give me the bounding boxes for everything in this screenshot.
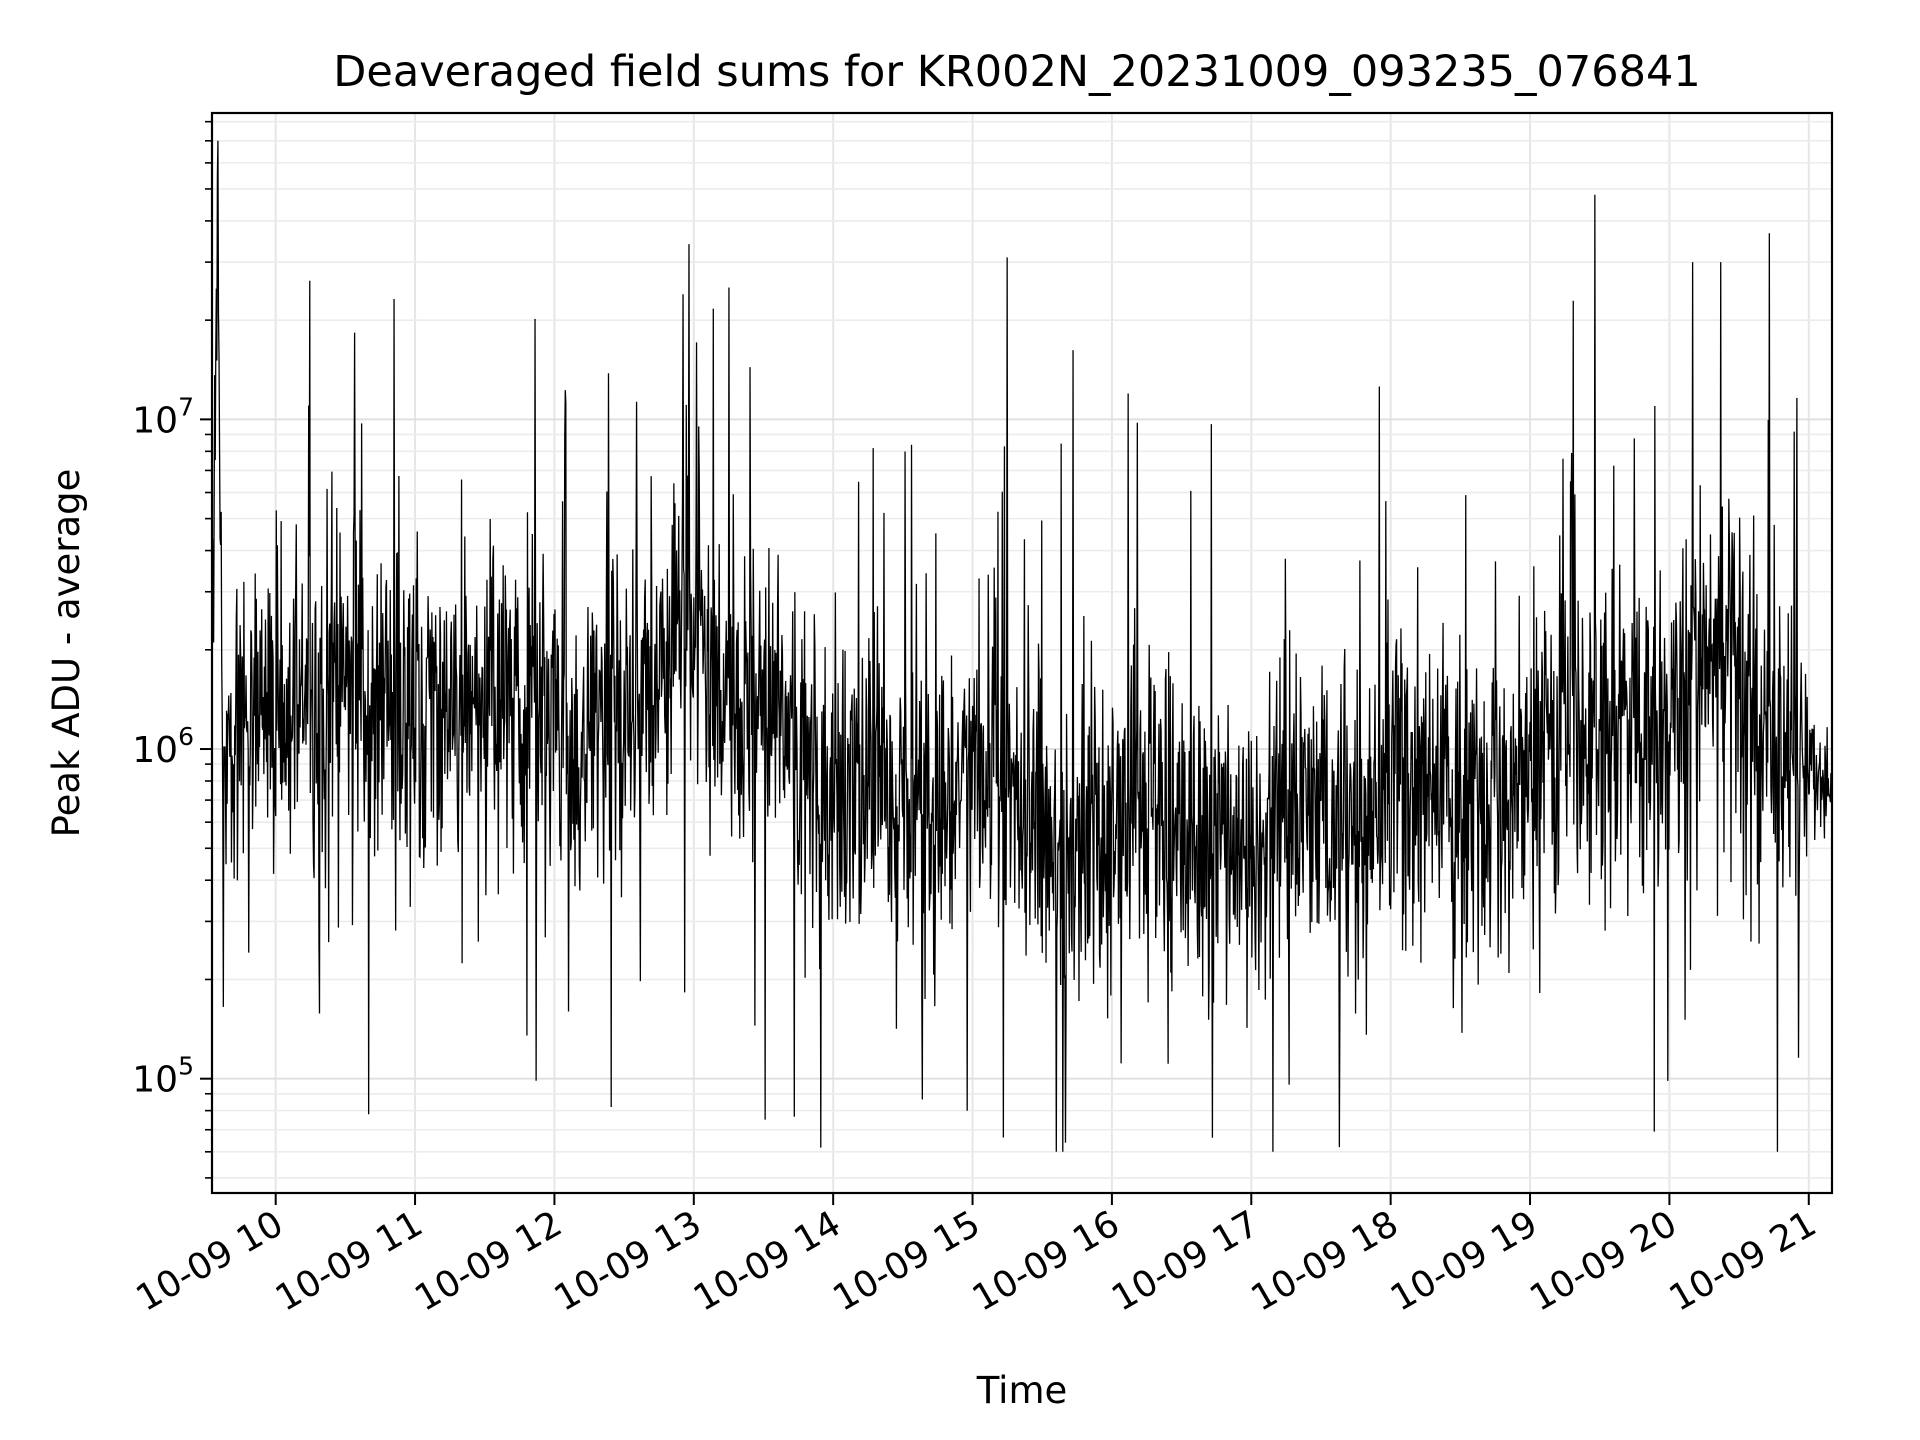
series-layer bbox=[211, 140, 1833, 1152]
y-axis-label: Peak ADU - average bbox=[45, 469, 88, 838]
chart-title: Deaveraged field sums for KR002N_2023100… bbox=[333, 47, 1700, 97]
plot-frame bbox=[210, 111, 1834, 1195]
y-tick-label: 107 bbox=[132, 392, 194, 441]
series-line bbox=[211, 140, 1833, 1152]
y-tick-exponent: 7 bbox=[178, 392, 194, 421]
y-tick-exponent: 6 bbox=[178, 722, 194, 751]
y-tick-base: 10 bbox=[132, 1060, 178, 1101]
y-tick-base: 10 bbox=[132, 400, 178, 441]
y-tick-base: 10 bbox=[132, 730, 178, 771]
y-tick-label: 105 bbox=[132, 1052, 194, 1101]
y-tick-exponent: 5 bbox=[178, 1052, 194, 1081]
x-axis-label: Time bbox=[976, 1369, 1068, 1412]
y-tick-label: 106 bbox=[132, 722, 194, 771]
